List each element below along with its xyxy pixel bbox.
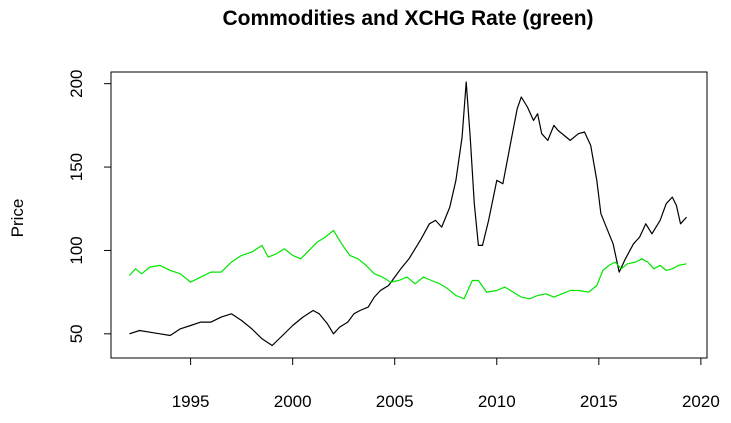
- y-tick-label-200: 200: [67, 69, 86, 97]
- x-tick-label-2005: 2005: [376, 392, 414, 411]
- y-tick-label-150: 150: [67, 153, 86, 181]
- plot-frame: [110, 71, 708, 359]
- series-line-commodities: [129, 81, 688, 347]
- chart-title: Commodities and XCHG Rate (green): [222, 7, 593, 30]
- y-tick-label-50: 50: [67, 324, 86, 343]
- series-line-xchg-rate: [128, 229, 687, 300]
- x-tick-label-2020: 2020: [682, 392, 720, 411]
- y-axis-label: Price: [8, 199, 27, 238]
- x-tick-label-2010: 2010: [478, 392, 516, 411]
- y-tick-label-100: 100: [67, 236, 86, 264]
- x-tick-label-2000: 2000: [274, 392, 312, 411]
- x-tick-label-2015: 2015: [580, 392, 618, 411]
- x-tick-label-1995: 1995: [172, 392, 210, 411]
